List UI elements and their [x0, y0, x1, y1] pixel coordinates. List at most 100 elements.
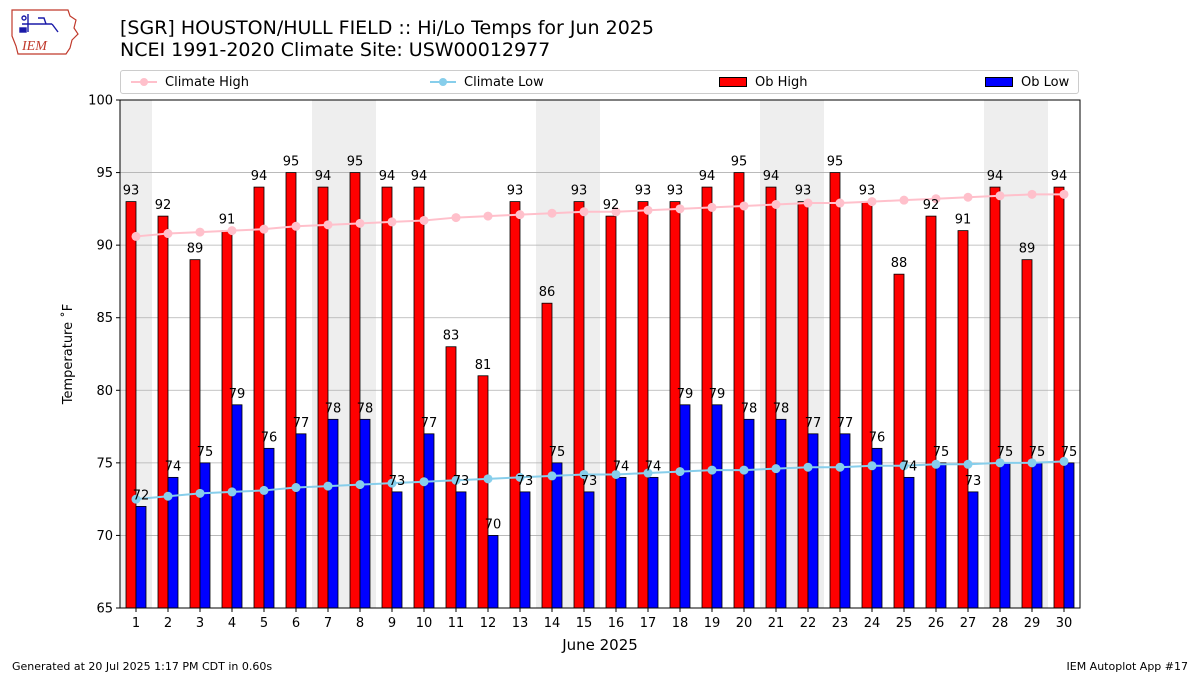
label-ob-low-6: 77	[293, 416, 310, 431]
bar-ob-low-4	[231, 404, 243, 609]
climate-low-point-7	[323, 481, 333, 491]
label-ob-high-2: 92	[155, 198, 172, 213]
climate-low-point-22	[803, 462, 813, 472]
label-ob-low-26: 75	[933, 445, 950, 460]
climate-low-point-2	[163, 491, 173, 501]
climate-high-point-15	[579, 207, 589, 217]
bar-ob-low-7	[327, 418, 339, 609]
legend-label-climate-low: Climate Low	[464, 74, 544, 90]
climate-low-point-6	[291, 483, 301, 493]
climate-lines	[131, 189, 1069, 504]
label-ob-low-13: 73	[517, 474, 534, 489]
climate-high-point-13	[515, 210, 525, 220]
climate-high-point-17	[643, 205, 653, 215]
label-ob-high-22: 93	[795, 184, 812, 199]
weekend-shading	[120, 100, 1048, 608]
label-ob-low-23: 77	[837, 416, 854, 431]
bar-ob-high-5	[253, 186, 265, 609]
climate-low-point-21	[771, 464, 781, 474]
label-ob-low-16: 74	[613, 459, 630, 474]
label-ob-high-15: 93	[571, 184, 588, 199]
climate-low-point-9	[387, 478, 397, 488]
climate-low-point-25	[899, 461, 909, 471]
label-ob-low-15: 73	[581, 474, 598, 489]
label-ob-low-1: 72	[133, 488, 150, 503]
label-ob-low-3: 75	[197, 445, 214, 460]
label-ob-high-10: 94	[411, 169, 428, 184]
bar-ob-low-25	[903, 476, 915, 609]
x-tick-label-3: 3	[196, 616, 204, 631]
x-tick-label-18: 18	[672, 616, 689, 631]
climate-high-point-19	[707, 202, 717, 212]
bar-ob-high-21	[765, 186, 777, 609]
label-ob-low-30: 75	[1061, 445, 1078, 460]
label-ob-low-28: 75	[997, 445, 1014, 460]
climate-high-point-7	[323, 220, 333, 230]
climate-high-point-1	[131, 231, 141, 241]
bar-ob-high-26	[925, 215, 937, 609]
legend-label-ob-high: Ob High	[755, 74, 808, 90]
climate-high-point-20	[739, 201, 749, 211]
bars	[125, 172, 1075, 609]
label-ob-high-12: 81	[475, 358, 492, 373]
label-ob-low-17: 74	[645, 459, 662, 474]
x-tick-label-22: 22	[800, 616, 817, 631]
bar-ob-high-7	[317, 186, 329, 609]
climate-high-point-6	[291, 221, 301, 231]
generated-timestamp: Generated at 20 Jul 2025 1:17 PM CDT in …	[12, 660, 273, 673]
bar-ob-low-28	[999, 462, 1011, 609]
climate-low-point-20	[739, 465, 749, 475]
label-ob-low-22: 77	[805, 416, 822, 431]
x-tick-label-15: 15	[576, 616, 593, 631]
y-tick-label-95: 95	[96, 166, 113, 181]
x-tick-label-10: 10	[416, 616, 433, 631]
legend-swatch-climate-high	[131, 78, 157, 86]
label-ob-high-19: 94	[699, 169, 716, 184]
bar-ob-low-9	[391, 491, 403, 609]
label-ob-low-19: 79	[709, 387, 726, 402]
label-ob-low-24: 76	[869, 430, 886, 445]
y-tick-label-85: 85	[96, 311, 113, 326]
bar-ob-high-12	[477, 375, 489, 609]
label-ob-high-8: 95	[347, 155, 364, 170]
label-ob-low-4: 79	[229, 387, 246, 402]
climate-low-point-8	[355, 480, 365, 490]
label-ob-low-25: 74	[901, 459, 918, 474]
x-tick-label-21: 21	[768, 616, 785, 631]
climate-high-point-9	[387, 217, 397, 227]
label-ob-high-13: 93	[507, 184, 524, 199]
bar-ob-high-17	[637, 201, 649, 609]
x-tick-label-14: 14	[544, 616, 561, 631]
label-ob-low-5: 76	[261, 430, 278, 445]
label-ob-low-20: 78	[741, 401, 758, 416]
bar-ob-low-15	[583, 491, 595, 609]
climate-low-point-23	[835, 462, 845, 472]
x-tick-label-12: 12	[480, 616, 497, 631]
climate-low-point-5	[259, 485, 269, 495]
label-ob-low-11: 73	[453, 474, 470, 489]
bar-ob-high-29	[1021, 259, 1033, 609]
climate-low-point-17	[643, 468, 653, 478]
bar-ob-low-12	[487, 535, 499, 609]
climate-low-point-14	[547, 471, 557, 481]
climate-high-line	[135, 193, 1064, 238]
bar-ob-high-15	[573, 201, 585, 609]
bar-ob-low-5	[263, 447, 275, 609]
climate-low-point-4	[227, 487, 237, 497]
bar-ob-low-23	[839, 433, 851, 609]
climate-low-point-19	[707, 465, 717, 475]
climate-high-point-16	[611, 207, 621, 217]
bar-ob-high-10	[413, 186, 425, 609]
bar-ob-high-2	[157, 215, 169, 609]
climate-high-point-11	[451, 213, 461, 223]
bar-ob-low-26	[935, 462, 947, 609]
x-axis-label: June 2025	[561, 636, 638, 654]
climate-high-point-26	[931, 194, 941, 204]
climate-high-point-8	[355, 218, 365, 228]
x-tick-label-1: 1	[132, 616, 140, 631]
x-tick-label-27: 27	[960, 616, 977, 631]
bar-ob-low-13	[519, 491, 531, 609]
bar-ob-high-4	[221, 230, 233, 609]
climate-low-point-16	[611, 469, 621, 479]
y-tick-label-80: 80	[96, 384, 113, 399]
